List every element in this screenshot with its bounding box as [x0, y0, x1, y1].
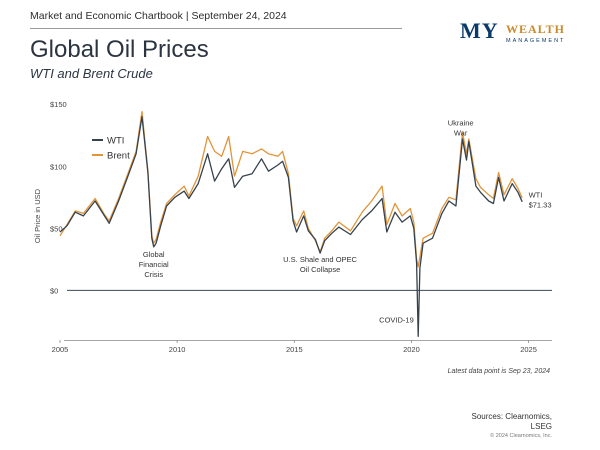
- copyright: © 2024 Clearnomics, Inc.: [490, 433, 552, 439]
- y-tick-label: $150: [50, 100, 67, 109]
- annotation-label: Crisis: [144, 270, 163, 279]
- annotation-label: Ukraine: [448, 118, 474, 127]
- annotation-label: Oil Collapse: [300, 265, 340, 274]
- annotation-label: War: [454, 128, 468, 137]
- y-tick-label: $100: [50, 162, 67, 171]
- annotation-label: COVID-19: [379, 316, 414, 325]
- logo-wealth: WEALTH: [506, 22, 565, 36]
- chartbook-header: Market and Economic Chartbook | Septembe…: [30, 10, 287, 22]
- series-line-brent: [59, 111, 523, 268]
- annotation-label: Global: [143, 250, 165, 259]
- chart-title: Global Oil Prices: [30, 36, 209, 63]
- header-divider: [30, 28, 402, 29]
- annotation-label: U.S. Shale and OPEC: [283, 255, 357, 264]
- logo-my: MY: [460, 18, 499, 43]
- y-tick-label: $0: [50, 286, 58, 295]
- annotation-label: $71.33: [529, 200, 552, 209]
- y-axis-label: Oil Price in USD: [33, 188, 42, 243]
- legend-label-wti: WTI: [107, 136, 124, 147]
- x-tick-label: 2020: [403, 345, 420, 354]
- logo-management: MANAGEMENT: [506, 38, 566, 44]
- legend-label-brent: Brent: [107, 151, 130, 162]
- chart-legend: WTI Brent: [92, 136, 130, 162]
- sources: Sources: Clearnomics, LSEG: [402, 412, 552, 432]
- latest-data-note: Latest data point is Sep 23, 2024: [447, 368, 550, 375]
- chart-lines: [59, 111, 523, 337]
- series-line-wti: [59, 115, 523, 337]
- x-tick-label: 2010: [169, 345, 186, 354]
- company-logo: MY WEALTH MANAGEMENT: [460, 18, 572, 46]
- y-tick-label: $50: [50, 224, 63, 233]
- annotation-label: WTI: [529, 190, 543, 199]
- x-tick-label: 2025: [520, 345, 537, 354]
- annotation-label: Financial: [139, 260, 169, 269]
- chart-axes: $150 $100 $50 $0 Oil Price in USD 2005 2010 201…: [33, 100, 552, 354]
- x-tick-label: 2005: [52, 345, 69, 354]
- chart-subtitle: WTI and Brent Crude: [30, 66, 153, 81]
- x-tick-label: 2015: [286, 345, 303, 354]
- sources-line-1: Sources: Clearnomics,: [471, 412, 552, 421]
- sources-line-2: LSEG: [530, 422, 552, 431]
